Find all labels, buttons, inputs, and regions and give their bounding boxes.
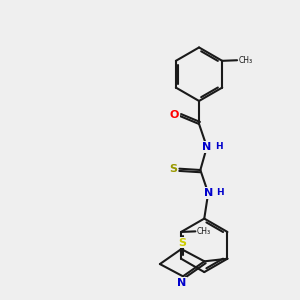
Text: CH₃: CH₃ <box>196 227 211 236</box>
Text: N: N <box>204 188 213 198</box>
Text: S: S <box>169 164 178 174</box>
Text: O: O <box>169 110 179 120</box>
Text: CH₃: CH₃ <box>238 56 252 65</box>
Text: S: S <box>178 238 186 248</box>
Text: N: N <box>202 142 212 152</box>
Text: H: H <box>215 142 223 151</box>
Text: N: N <box>177 278 186 288</box>
Text: H: H <box>217 188 224 197</box>
